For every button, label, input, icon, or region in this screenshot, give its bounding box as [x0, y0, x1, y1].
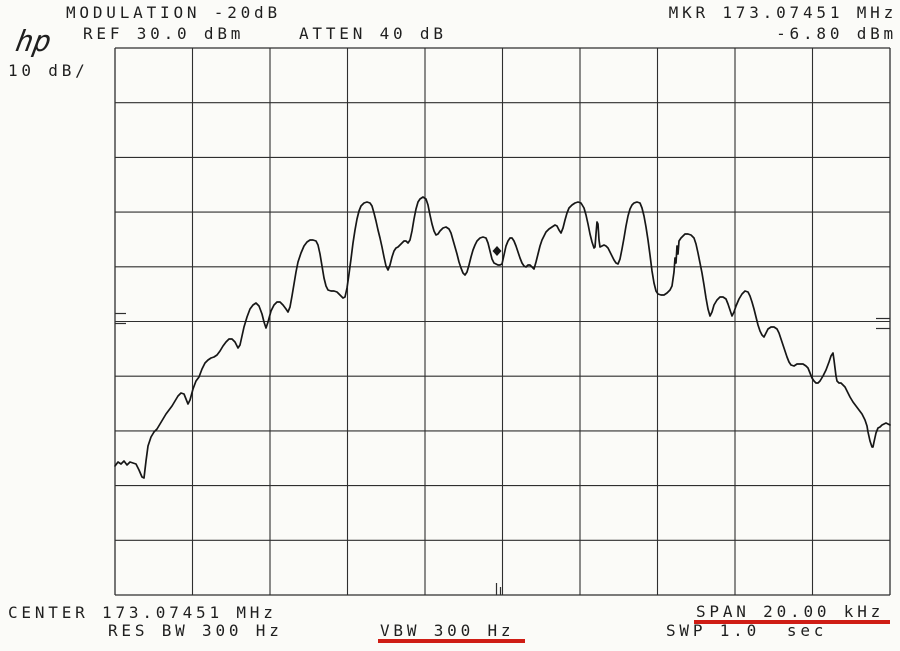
span-red-underline [694, 620, 890, 624]
amplitude-scale-label: 10 dB/ [8, 61, 89, 80]
modulation-annotation: MODULATION -20dB [66, 3, 281, 22]
vbw-readout: VBW 300 Hz [380, 621, 515, 640]
graticule-edge-ticks [115, 312, 890, 595]
marker-frequency-readout: MKR 173.07451 MHz [668, 3, 897, 22]
span-readout: SPAN 20.00 kHz [696, 602, 885, 621]
attenuation-readout: ATTEN 40 dB [299, 24, 447, 43]
marker-diamond-icon [492, 246, 502, 256]
graticule-grid [114, 47, 891, 596]
center-frequency-readout: CENTER 173.07451 MHz [8, 603, 277, 622]
sweep-time-readout: SWP 1.0 sec [666, 621, 828, 640]
vbw-red-underline [378, 639, 525, 643]
spectrum-trace [114, 196, 891, 479]
marker-amplitude-readout: -6.80 dBm [776, 24, 897, 43]
ref-level-readout: REF 30.0 dBm [83, 24, 245, 43]
res-bw-readout: RES BW 300 Hz [108, 621, 283, 640]
